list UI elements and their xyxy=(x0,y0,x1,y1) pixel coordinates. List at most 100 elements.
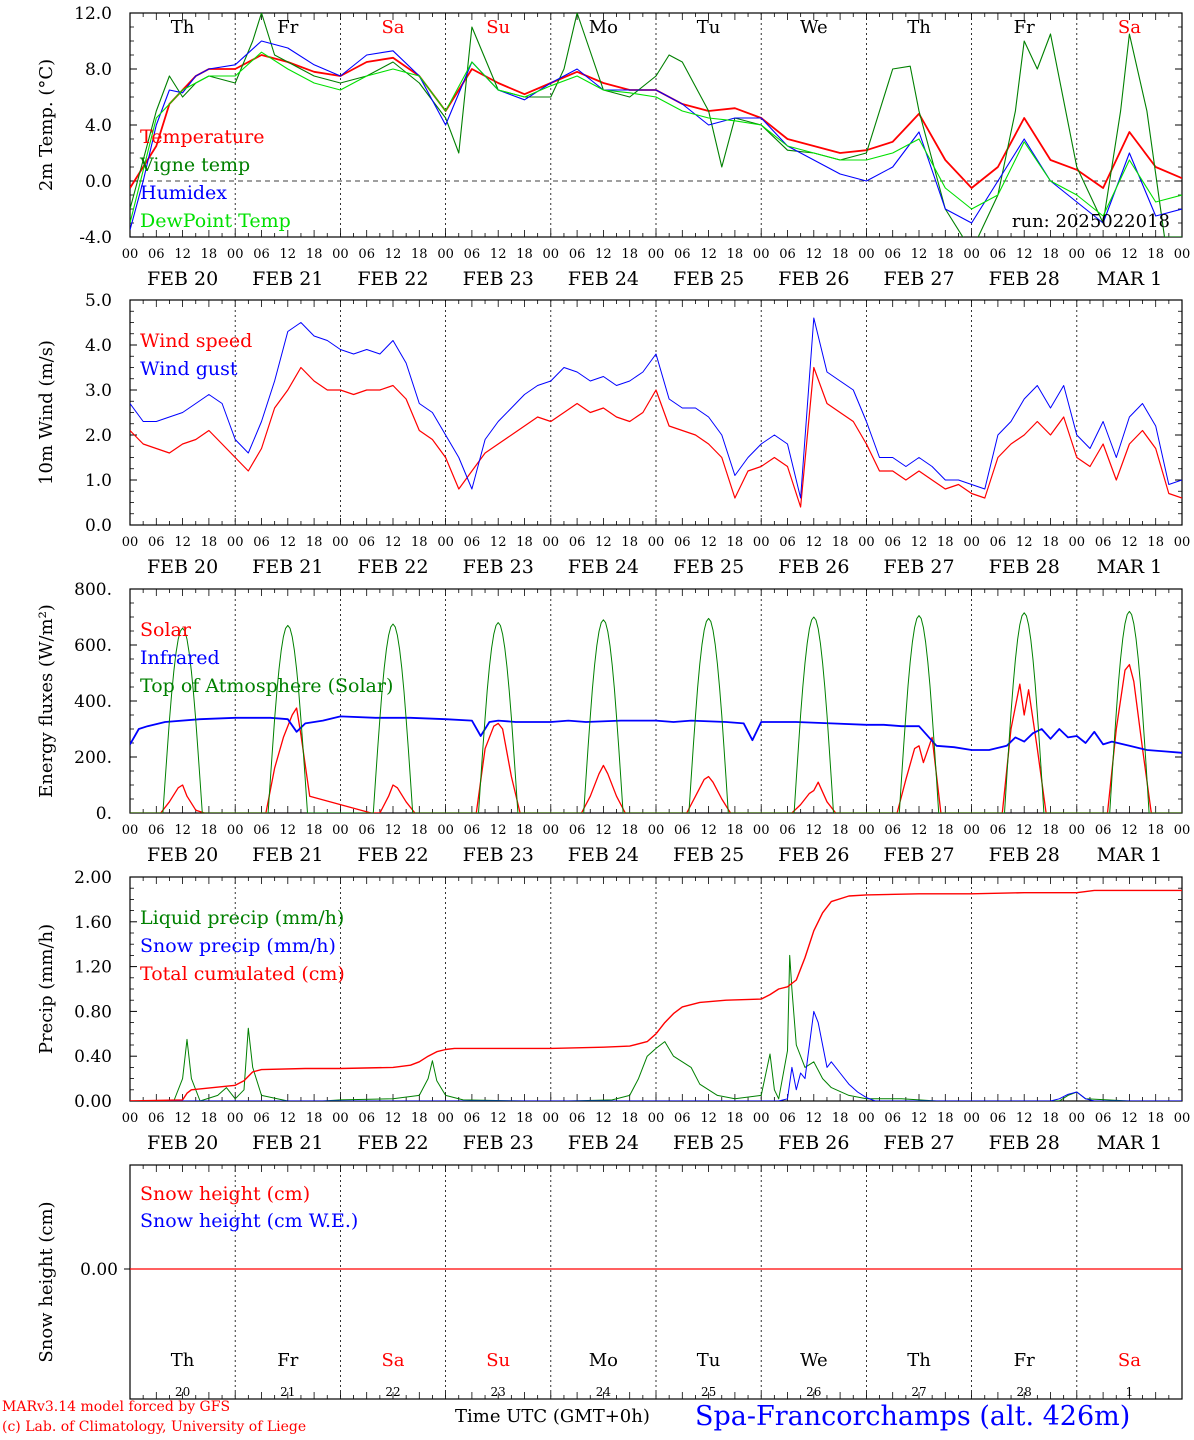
legend-entry: Snow height (cm) xyxy=(140,1183,310,1205)
series-line-dewpoint-temp xyxy=(130,51,1182,224)
hour-label: 18 xyxy=(1147,823,1164,838)
hour-label: 12 xyxy=(385,823,402,838)
legend-entry: Vigne temp xyxy=(139,154,250,176)
date-label: FEB 27 xyxy=(883,268,954,290)
hour-label: 18 xyxy=(411,1111,428,1126)
date-label: MAR 1 xyxy=(1097,844,1163,866)
date-label: FEB 26 xyxy=(778,1132,849,1154)
y-tick-label: 3.0 xyxy=(85,381,112,401)
y-tick-label: 0.0 xyxy=(85,172,112,192)
hour-label: 00 xyxy=(858,535,875,550)
legend-entry: Temperature xyxy=(140,126,264,148)
date-label: FEB 21 xyxy=(252,268,323,290)
date-label: FEB 26 xyxy=(778,268,849,290)
hour-label: 18 xyxy=(306,535,323,550)
y-tick-label: 600. xyxy=(74,636,112,656)
hour-label: 12 xyxy=(1121,1111,1138,1126)
hour-label: 00 xyxy=(122,1111,139,1126)
hour-label: 12 xyxy=(174,823,191,838)
y-tick-label: 800. xyxy=(74,580,112,600)
hour-label: 00 xyxy=(963,247,980,262)
hour-label: 06 xyxy=(253,535,270,550)
hour-label: 00 xyxy=(858,1111,875,1126)
y-tick-label: 200. xyxy=(74,748,112,768)
hour-label: 06 xyxy=(674,535,691,550)
hour-label: 12 xyxy=(385,535,402,550)
y-tick-label: 2.00 xyxy=(74,868,112,888)
date-label: FEB 20 xyxy=(147,268,218,290)
series-line-solar xyxy=(130,663,1182,813)
hour-label: 00 xyxy=(1069,823,1086,838)
hour-label: 06 xyxy=(990,1111,1007,1126)
hour-label: 00 xyxy=(1069,1111,1086,1126)
hour-label: 06 xyxy=(990,535,1007,550)
hour-label: 00 xyxy=(437,535,454,550)
weekday-label: Fr xyxy=(277,17,298,38)
date-label: FEB 20 xyxy=(147,1132,218,1154)
hour-label: 18 xyxy=(937,535,954,550)
date-label: FEB 24 xyxy=(568,556,639,578)
day-number-label: 22 xyxy=(385,1385,400,1399)
hour-label: 06 xyxy=(569,535,586,550)
hour-label: 06 xyxy=(1095,1111,1112,1126)
hour-label: 18 xyxy=(1042,823,1059,838)
hour-label: 12 xyxy=(490,1111,507,1126)
hour-label: 06 xyxy=(779,535,796,550)
chart-panel-2: 0.0 1.0 2.0 3.0 4.0 5.0 10m Wind (m/s) Wind spe… xyxy=(36,291,1190,578)
hour-label: 12 xyxy=(280,823,297,838)
date-label: FEB 25 xyxy=(673,556,744,578)
date-label: FEB 20 xyxy=(147,556,218,578)
hour-label: 00 xyxy=(543,535,560,550)
y-axis-label: 2m Temp. (°C) xyxy=(36,59,57,191)
hour-label: 06 xyxy=(464,823,481,838)
hour-label: 00 xyxy=(1174,1111,1191,1126)
hour-label: 12 xyxy=(700,1111,717,1126)
hour-label: 06 xyxy=(358,823,375,838)
series-line-top-of-atmosphere-solar xyxy=(130,610,1182,813)
hour-label: 00 xyxy=(227,1111,244,1126)
date-label: MAR 1 xyxy=(1097,1132,1163,1154)
hour-label: 18 xyxy=(832,823,849,838)
hour-label: 00 xyxy=(543,247,560,262)
hour-label: 18 xyxy=(937,1111,954,1126)
series-line-total-cumulated-cm xyxy=(130,889,1182,1101)
hour-label: 06 xyxy=(464,535,481,550)
hour-label: 18 xyxy=(516,823,533,838)
day-number-label: 1 xyxy=(1126,1385,1134,1399)
hour-label: 12 xyxy=(700,247,717,262)
hour-label: 18 xyxy=(727,1111,744,1126)
hour-label: 00 xyxy=(437,247,454,262)
weekday-label: Sa xyxy=(1118,1350,1141,1371)
y-tick-label: 0.00 xyxy=(74,1092,112,1112)
hour-label: 18 xyxy=(411,823,428,838)
date-label: FEB 24 xyxy=(568,844,639,866)
hour-label: 18 xyxy=(621,247,638,262)
legend-entry: Top of Atmosphere (Solar) xyxy=(140,675,393,697)
hour-label: 06 xyxy=(358,535,375,550)
weekday-label: Sa xyxy=(381,1350,404,1371)
date-label: FEB 23 xyxy=(463,1132,534,1154)
hour-label: 06 xyxy=(884,247,901,262)
hour-label: 12 xyxy=(595,535,612,550)
y-tick-label: 0.0 xyxy=(85,516,112,536)
hour-label: 00 xyxy=(437,1111,454,1126)
hour-label: 06 xyxy=(674,247,691,262)
y-tick-label: 1.60 xyxy=(74,913,112,933)
y-tick-label: 400. xyxy=(74,692,112,712)
hour-label: 12 xyxy=(280,535,297,550)
weekday-label: Su xyxy=(486,1350,510,1371)
weekday-label: We xyxy=(800,1350,828,1371)
weekday-label: Fr xyxy=(1014,1350,1035,1371)
series-line-infrared xyxy=(130,715,1182,754)
weekday-label: Tu xyxy=(697,17,721,38)
y-tick-label: 1.20 xyxy=(74,958,112,978)
date-label: FEB 22 xyxy=(357,556,428,578)
hour-label: 06 xyxy=(884,823,901,838)
hour-label: 06 xyxy=(253,823,270,838)
series-line-wind-speed xyxy=(130,366,1182,508)
hour-label: 12 xyxy=(1016,535,1033,550)
date-label: FEB 28 xyxy=(989,268,1060,290)
hour-label: 18 xyxy=(516,247,533,262)
chart-panel-3: 0. 200. 400. 600. 800. Energy fluxes (W/m²) So… xyxy=(36,580,1190,866)
hour-label: 18 xyxy=(832,1111,849,1126)
